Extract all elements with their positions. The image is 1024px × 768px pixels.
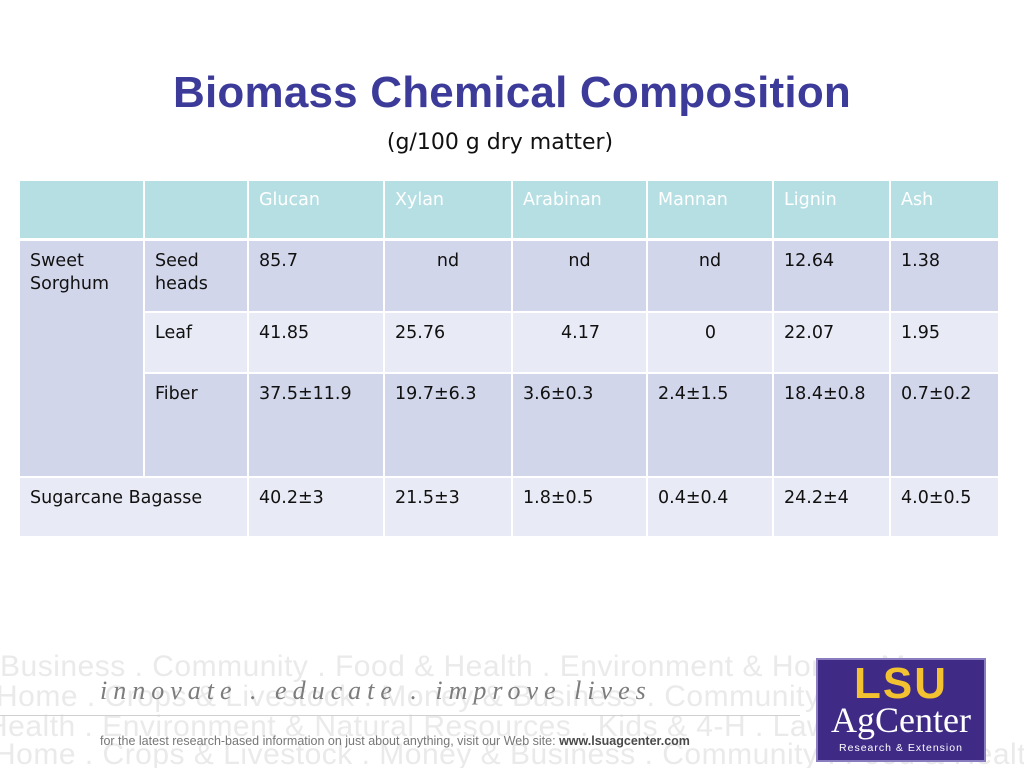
row-group-label: Sugarcane Bagasse	[18, 475, 249, 538]
header-cell-xylan: Xylan	[383, 179, 513, 241]
table-cell: 37.5±11.9	[247, 371, 385, 478]
table-cell: nd	[383, 238, 513, 313]
table-cell: 1.8±0.5	[511, 475, 648, 538]
tagline: innovate . educate . improve lives	[100, 676, 652, 705]
logo-lsu-text: LSU	[854, 659, 948, 708]
row-part-label: Seed heads	[143, 238, 249, 313]
footer-banner: Business . Community . Food & Health . E…	[0, 610, 1024, 768]
table-header-row: Glucan Xylan Arabinan Mannan Lignin Ash	[18, 179, 1000, 241]
footnote: for the latest research-based informatio…	[100, 734, 690, 748]
watermark-text: Home . Crops & Livestock . Money & Busin…	[0, 680, 918, 713]
header-cell-mannan: Mannan	[646, 179, 774, 241]
website-link[interactable]: www.lsuagcenter.com	[559, 734, 690, 748]
footer-divider	[0, 715, 800, 716]
table-row: Sugarcane Bagasse 40.2±3 21.5±3 1.8±0.5 …	[18, 475, 1000, 538]
header-cell	[18, 179, 145, 241]
table-row: Sweet Sorghum Seed heads 85.7 nd nd nd 1…	[18, 238, 1000, 478]
composition-table: Glucan Xylan Arabinan Mannan Lignin Ash …	[18, 179, 1000, 538]
table-cell: 2.4±1.5	[646, 371, 774, 478]
table-cell: 4.17	[511, 310, 648, 374]
table-cell: 0.4±0.4	[646, 475, 774, 538]
table-cell: 4.0±0.5	[889, 475, 1000, 538]
table-cell: 40.2±3	[247, 475, 385, 538]
footnote-text: for the latest research-based informatio…	[100, 734, 556, 748]
table-cell: 19.7±6.3	[383, 371, 513, 478]
table-cell: 25.76	[383, 310, 513, 374]
row-part-label: Leaf	[143, 310, 249, 374]
row-group-label: Sweet Sorghum	[18, 238, 145, 478]
slide-title: Biomass Chemical Composition	[173, 68, 851, 117]
header-cell-ash: Ash	[889, 179, 1000, 241]
logo-agcenter-text: AgCenter	[831, 700, 971, 740]
header-cell-glucan: Glucan	[247, 179, 385, 241]
table-cell: 0.7±0.2	[889, 371, 1000, 478]
table-cell: 85.7	[247, 238, 385, 313]
slide-subtitle: (g/100 g dry matter)	[386, 130, 614, 155]
header-cell-lignin: Lignin	[772, 179, 891, 241]
table-cell: 18.4±0.8	[772, 371, 891, 478]
row-part-label: Fiber	[143, 371, 249, 478]
logo-research-extension-text: Research & Extension	[839, 742, 963, 754]
table-cell: 3.6±0.3	[511, 371, 648, 478]
watermark-text: Business . Community . Food & Health . E…	[0, 650, 973, 683]
table-cell: 21.5±3	[383, 475, 513, 538]
table-row: Fiber 37.5±11.9 19.7±6.3 3.6±0.3 2.4±1.5…	[19, 371, 1000, 478]
table-cell: 1.38	[889, 238, 1000, 313]
table-cell: 12.64	[772, 238, 891, 313]
table-cell: 24.2±4	[772, 475, 891, 538]
table-cell: 41.85	[247, 310, 385, 374]
table-cell: 1.95	[889, 310, 1000, 374]
header-cell	[143, 179, 249, 241]
header-cell-arabinan: Arabinan	[511, 179, 648, 241]
table-cell: 0	[646, 310, 774, 374]
table-cell: nd	[646, 238, 774, 313]
table-cell: 22.07	[772, 310, 891, 374]
table-cell: nd	[511, 238, 648, 313]
table-row: Leaf 41.85 25.76 4.17 0 22.07 1.95	[19, 310, 1000, 374]
lsu-agcenter-logo: LSU AgCenter Research & Extension	[816, 658, 986, 762]
